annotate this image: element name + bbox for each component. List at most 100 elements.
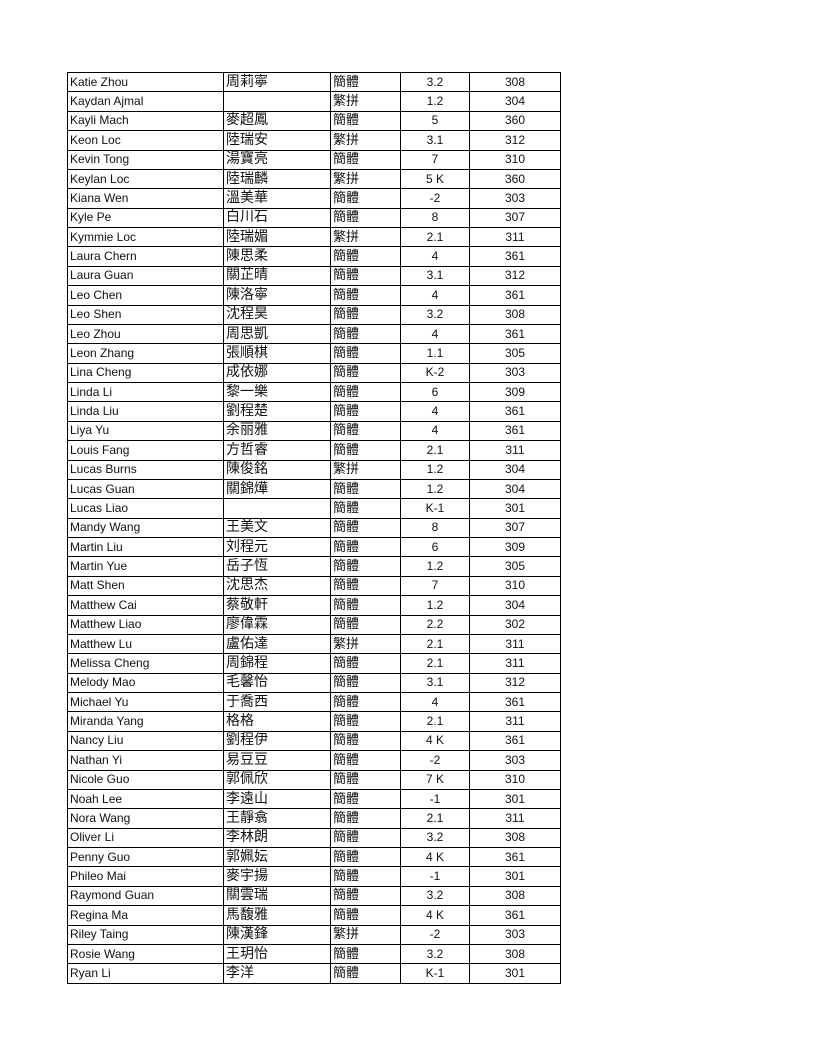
- room-cell: 308: [469, 827, 561, 849]
- script-type-cell: 簡體: [330, 478, 401, 500]
- student-name-cell: Nancy Liu: [67, 730, 224, 752]
- level-cell: 3.1: [400, 672, 470, 694]
- chinese-name-cell: 刘程元: [223, 536, 331, 558]
- student-name-cell: Leo Shen: [67, 304, 224, 325]
- table-row: Nora Wang 王靜翕 簡體 2.1 311: [67, 808, 561, 829]
- chinese-name-cell: 白川石: [223, 207, 331, 229]
- script-type-cell: 簡體: [330, 110, 401, 132]
- room-cell: 304: [469, 91, 561, 112]
- script-type-cell: 繁拼: [330, 226, 401, 248]
- chinese-name-cell: 郭佩欣: [223, 769, 331, 790]
- student-name-cell: Oliver Li: [67, 827, 224, 849]
- student-name-cell: Raymond Guan: [67, 885, 224, 907]
- room-cell: 305: [469, 343, 561, 364]
- chinese-name-cell: 關雲瑞: [223, 885, 331, 907]
- table-row: Lucas Liao 簡體 K-1 301: [67, 498, 561, 519]
- table-row: Martin Yue 岳子恆 簡體 1.2 305: [67, 556, 561, 577]
- chinese-name-cell: 關芷晴: [223, 265, 331, 287]
- level-cell: 4: [400, 401, 470, 422]
- level-cell: 3.1: [400, 265, 470, 287]
- chinese-name-cell: 易豆豆: [223, 750, 331, 771]
- chinese-name-cell: 周思凱: [223, 323, 331, 345]
- table-row: Laura Chern 陳思柔 簡體 4 361: [67, 246, 561, 267]
- student-name-cell: Melody Mao: [67, 672, 224, 694]
- level-cell: 1.1: [400, 343, 470, 364]
- chinese-name-cell: 馬馥雅: [223, 905, 331, 926]
- script-type-cell: 繁拼: [330, 130, 401, 151]
- table-row: Kymmie Loc 陸瑞媚 繁拼 2.1 311: [67, 226, 561, 248]
- student-name-cell: Nathan Yi: [67, 750, 224, 771]
- script-type-cell: 簡體: [330, 401, 401, 422]
- script-type-cell: 簡體: [330, 575, 401, 597]
- student-name-cell: Keylan Loc: [67, 168, 224, 190]
- room-cell: 303: [469, 924, 561, 945]
- table-row: Miranda Yang 格格 簡體 2.1 311: [67, 711, 561, 732]
- level-cell: 2.1: [400, 808, 470, 829]
- student-name-cell: Melissa Cheng: [67, 653, 224, 674]
- level-cell: 1.2: [400, 459, 470, 480]
- level-cell: 6: [400, 381, 470, 403]
- student-name-cell: Matthew Cai: [67, 595, 224, 616]
- level-cell: -2: [400, 750, 470, 771]
- level-cell: 2.1: [400, 226, 470, 248]
- level-cell: K-2: [400, 362, 470, 384]
- level-cell: 2.2: [400, 614, 470, 635]
- script-type-cell: 簡體: [330, 381, 401, 403]
- chinese-name-cell: 格格: [223, 711, 331, 732]
- chinese-name-cell: 陳漢鋒: [223, 924, 331, 945]
- table-row: Kaydan Ajmal 繁拼 1.2 304: [67, 91, 561, 112]
- script-type-cell: 簡體: [330, 905, 401, 926]
- level-cell: 4: [400, 285, 470, 306]
- room-cell: 360: [469, 110, 561, 132]
- room-cell: 361: [469, 285, 561, 306]
- chinese-name-cell: 劉程楚: [223, 401, 331, 422]
- room-cell: 361: [469, 401, 561, 422]
- script-type-cell: 簡體: [330, 285, 401, 306]
- script-type-cell: 簡體: [330, 963, 401, 984]
- table-row: Linda Liu 劉程楚 簡體 4 361: [67, 401, 561, 422]
- script-type-cell: 簡體: [330, 188, 401, 209]
- room-cell: 303: [469, 362, 561, 384]
- script-type-cell: 簡體: [330, 265, 401, 287]
- room-cell: 311: [469, 653, 561, 674]
- level-cell: 7: [400, 575, 470, 597]
- chinese-name-cell: 周莉寧: [223, 71, 331, 93]
- chinese-name-cell: 方哲睿: [223, 440, 331, 461]
- student-name-cell: Michael Yu: [67, 691, 224, 713]
- room-cell: 301: [469, 963, 561, 984]
- chinese-name-cell: [223, 91, 331, 112]
- room-cell: 307: [469, 517, 561, 539]
- level-cell: 2.1: [400, 633, 470, 655]
- table-row: Nathan Yi 易豆豆 簡體 -2 303: [67, 750, 561, 771]
- chinese-name-cell: 黎一樂: [223, 381, 331, 403]
- script-type-cell: 繁拼: [330, 924, 401, 945]
- student-name-cell: Lucas Guan: [67, 478, 224, 500]
- chinese-name-cell: 毛馨怡: [223, 672, 331, 694]
- level-cell: 3.2: [400, 943, 470, 965]
- level-cell: -1: [400, 788, 470, 810]
- room-cell: 312: [469, 672, 561, 694]
- student-name-cell: Lucas Burns: [67, 459, 224, 480]
- student-name-cell: Leon Zhang: [67, 343, 224, 364]
- chinese-name-cell: 沈思杰: [223, 575, 331, 597]
- room-cell: 361: [469, 246, 561, 267]
- level-cell: K-1: [400, 963, 470, 984]
- level-cell: 4: [400, 691, 470, 713]
- script-type-cell: 簡體: [330, 691, 401, 713]
- table-row: Keon Loc 陸瑞安 繁拼 3.1 312: [67, 130, 561, 151]
- student-name-cell: Matt Shen: [67, 575, 224, 597]
- chinese-name-cell: 王靜翕: [223, 808, 331, 829]
- level-cell: 8: [400, 207, 470, 229]
- room-cell: 304: [469, 595, 561, 616]
- table-row: Linda Li 黎一樂 簡體 6 309: [67, 381, 561, 403]
- student-name-cell: Kyle Pe: [67, 207, 224, 229]
- table-row: Ryan Li 李洋 簡體 K-1 301: [67, 963, 561, 984]
- script-type-cell: 簡體: [330, 440, 401, 461]
- student-name-cell: Linda Li: [67, 381, 224, 403]
- room-cell: 311: [469, 633, 561, 655]
- room-cell: 303: [469, 750, 561, 771]
- script-type-cell: 簡體: [330, 653, 401, 674]
- chinese-name-cell: 陸瑞媚: [223, 226, 331, 248]
- script-type-cell: 簡體: [330, 885, 401, 907]
- room-cell: 301: [469, 498, 561, 519]
